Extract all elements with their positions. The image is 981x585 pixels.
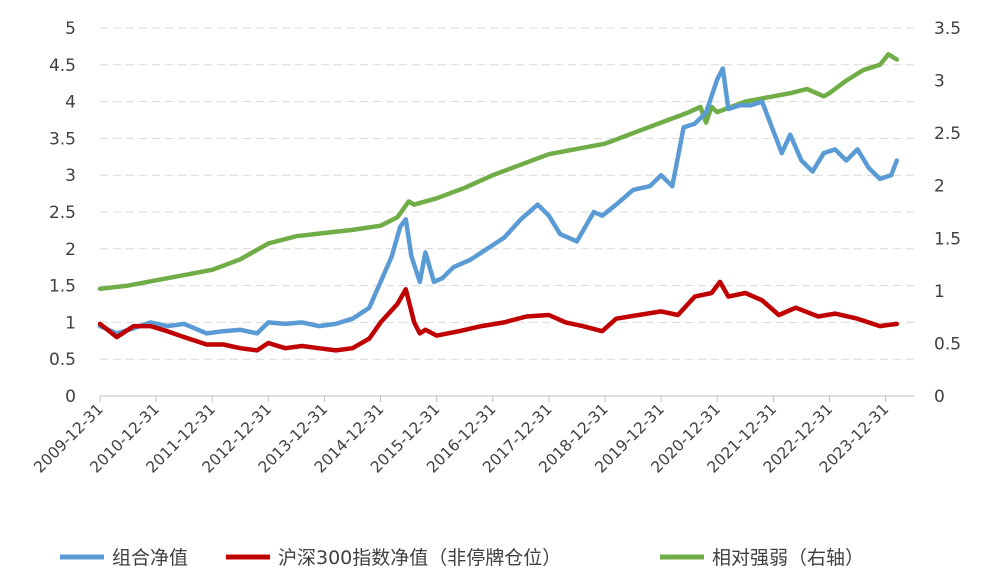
left-tick-label: 1.5 [49, 277, 76, 297]
x-axis: 2009-12-312010-12-312011-12-312012-12-31… [30, 395, 914, 477]
left-tick-label: 3.5 [49, 129, 76, 149]
left-tick-label: 2.5 [49, 203, 76, 223]
left-tick-label: 2 [65, 240, 76, 260]
legend-label: 组合净值 [112, 547, 188, 569]
right-tick-label: 3.5 [934, 19, 961, 39]
series-line-0 [97, 66, 900, 336]
left-tick-label: 0 [65, 387, 76, 407]
right-tick-label: 0.5 [934, 334, 961, 354]
right-tick-label: 0 [934, 387, 945, 407]
right-tick-label: 1.5 [934, 229, 961, 249]
left-tick-label: 3 [65, 166, 76, 186]
series-lines [97, 52, 900, 353]
left-tick-label: 4 [65, 93, 76, 113]
gridlines [100, 27, 914, 360]
series-line-1 [97, 279, 900, 353]
legend-label: 相对强弱（右轴） [712, 547, 864, 569]
left-tick-label: 0.5 [49, 350, 76, 370]
left-tick-label: 1 [65, 313, 76, 333]
right-tick-label: 1 [934, 282, 945, 302]
left-tick-label: 4.5 [49, 56, 76, 76]
left-tick-label: 5 [65, 19, 76, 39]
right-axis: 0 0.5 1 1.5 2 2.5 3 3.5 [934, 19, 961, 407]
right-tick-label: 3 [934, 72, 945, 92]
right-tick-label: 2 [934, 177, 945, 197]
legend: 组合净值 沪深300指数净值（非停牌仓位） 相对强弱（右轴） [60, 547, 864, 569]
series-line-2 [97, 52, 900, 292]
right-tick-label: 2.5 [934, 124, 961, 144]
left-axis: 0 0.5 1 1.5 2 2.5 3 3.5 4 4.5 5 [49, 19, 76, 407]
legend-label: 沪深300指数净值（非停牌仓位） [278, 547, 561, 569]
